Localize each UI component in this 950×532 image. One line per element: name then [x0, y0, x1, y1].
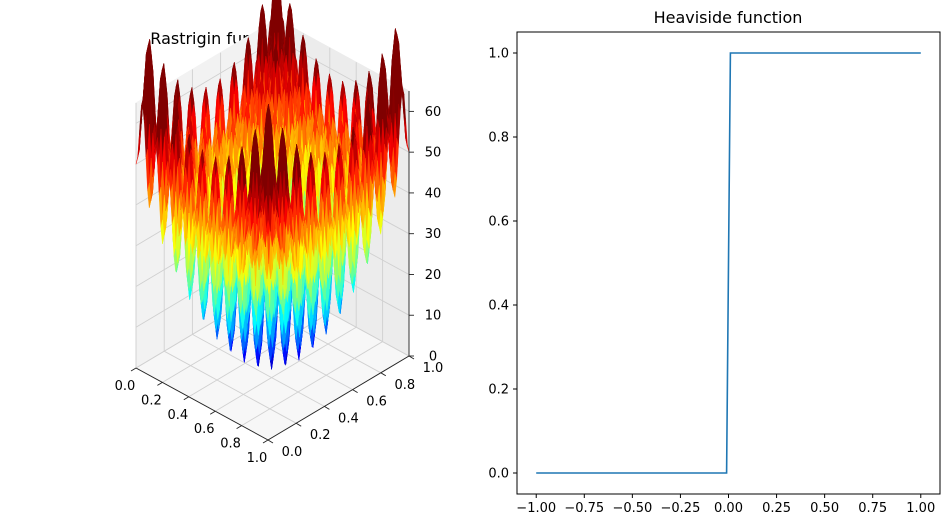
rastrigin-chart: Rastrigin function 0.00.20.40.60.81.00.0…	[115, 0, 444, 466]
